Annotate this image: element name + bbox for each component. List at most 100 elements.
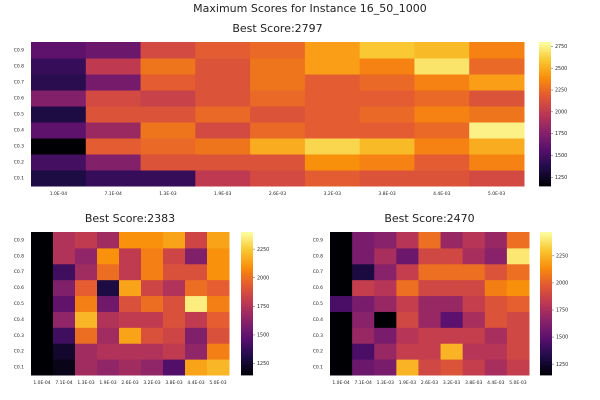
y-tick-label: C0.4 <box>313 317 323 323</box>
heatmap-cell <box>374 359 397 376</box>
colorbar-swatch <box>539 97 551 100</box>
colorbar-swatch <box>241 301 253 304</box>
heatmap-cell <box>75 295 98 312</box>
colorbar-swatch <box>241 267 253 271</box>
heatmap-cell <box>141 359 164 376</box>
colorbar-swatch <box>241 341 253 345</box>
colorbar-tick-label: 1750 <box>556 308 568 314</box>
colorbar-swatch <box>540 282 552 285</box>
heatmap-cell <box>359 154 415 171</box>
heatmap-cell <box>97 295 120 312</box>
colorbar-swatch <box>241 258 253 261</box>
colorbar-swatch <box>241 298 253 302</box>
heatmap-cell <box>304 42 361 59</box>
heatmap-cell <box>414 58 470 75</box>
heatmap-cell <box>250 138 306 155</box>
heatmap-cell <box>85 106 142 123</box>
y-tick-label: C0.1 <box>313 365 323 371</box>
heatmap-cell <box>506 359 530 376</box>
heatmap-cell <box>330 311 353 328</box>
colorbar-swatch <box>540 339 552 343</box>
heatmap-cell <box>396 232 419 249</box>
colorbar-tick-label: 2250 <box>257 247 269 253</box>
colorbar-swatch <box>539 61 551 64</box>
colorbar-swatch <box>241 251 253 254</box>
heatmap-cell <box>31 138 87 155</box>
colorbar-swatch <box>540 332 552 335</box>
colorbar-swatch <box>540 327 552 331</box>
y-tick-label: C0.4 <box>14 128 24 134</box>
colorbar-swatch <box>539 171 551 175</box>
x-tick-label: 5.0E-03 <box>509 380 526 386</box>
colorbar-swatch <box>540 344 552 347</box>
y-tick-label: C0.6 <box>14 96 24 102</box>
x-tick-label: 7.1E-04 <box>104 191 121 197</box>
heatmap-cell <box>352 247 375 265</box>
heatmap-cell <box>141 247 164 265</box>
heatmap-cell <box>85 90 142 107</box>
heatmap-cell <box>119 263 142 281</box>
colorbar-swatch <box>241 308 253 312</box>
heatmap-cell <box>207 232 230 249</box>
heatmap-cell <box>396 327 419 344</box>
colorbar-swatch <box>241 351 253 354</box>
heatmap-cell <box>469 170 525 187</box>
colorbar-tick-label: 2000 <box>257 275 269 281</box>
colorbar-swatch <box>539 63 551 67</box>
heatmap-cell <box>469 74 525 91</box>
colorbar: 1250 1500 1750 2000 2250 <box>540 232 568 376</box>
y-tick-label: C0.5 <box>14 112 24 118</box>
heatmap-cell <box>140 90 196 107</box>
heatmap-cell <box>31 359 54 376</box>
colorbar-swatch <box>539 114 551 117</box>
heatmap-cell <box>119 232 142 249</box>
heatmap-cell <box>359 42 415 59</box>
colorbar-swatch <box>539 147 551 151</box>
heatmap-cell <box>359 106 415 123</box>
heatmap-cell <box>31 279 54 297</box>
y-tick-label: C0.4 <box>14 317 24 323</box>
x-tick-label: 3.8E-03 <box>378 191 395 197</box>
colorbar-swatch <box>539 150 551 153</box>
y-tick-label: C0.3 <box>14 144 24 150</box>
colorbar-swatch <box>539 111 551 115</box>
colorbar-swatch <box>539 56 551 60</box>
heatmap-cell <box>141 232 164 249</box>
colorbar-swatch <box>539 82 551 86</box>
heatmap-cell <box>195 122 251 139</box>
heatmap-cell <box>414 122 470 139</box>
colorbar-swatch <box>540 258 552 261</box>
colorbar-swatch <box>540 363 552 366</box>
x-tick-label: 4.4E-03 <box>433 191 450 197</box>
colorbar-swatch <box>241 232 253 235</box>
colorbar-swatch <box>539 174 551 177</box>
colorbar-tick-label: 1500 <box>257 333 269 339</box>
colorbar-swatch <box>539 42 551 45</box>
heatmap-cell <box>418 311 442 328</box>
heatmap-panel-2: Best Score:2383 C0.1 C0.2 C0.3 C0.4 C0.5 C0.6 C… <box>14 212 270 386</box>
heatmap-cell <box>119 343 142 360</box>
colorbar-swatch <box>540 234 552 238</box>
heatmap-cell <box>484 359 508 376</box>
heatmap-cell <box>31 58 87 75</box>
colorbar-swatch <box>241 355 253 359</box>
colorbar-swatch <box>539 145 551 148</box>
colorbar-swatch <box>539 138 551 141</box>
heatmap-cell <box>85 154 142 171</box>
colorbar-swatch <box>540 255 552 259</box>
heatmap-cell <box>141 263 164 281</box>
heatmap-cell <box>462 311 486 328</box>
heatmap-cell <box>418 343 442 360</box>
colorbar-swatch <box>241 310 253 314</box>
heatmap-cell <box>75 327 98 344</box>
heatmap-cell <box>31 42 87 59</box>
heatmap-cell <box>418 232 442 249</box>
colorbar-swatch <box>241 348 253 352</box>
heatmap-cell <box>31 232 54 249</box>
heatmap-cell <box>207 311 230 328</box>
heatmap-cell <box>75 343 98 360</box>
heatmap-cell <box>31 74 87 91</box>
heatmap-cell <box>359 58 415 75</box>
heatmap-cell <box>141 343 164 360</box>
heatmap-cell <box>418 247 442 265</box>
